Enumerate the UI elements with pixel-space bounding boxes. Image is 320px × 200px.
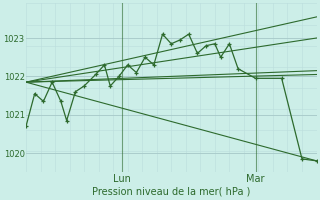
X-axis label: Pression niveau de la mer( hPa ): Pression niveau de la mer( hPa )	[92, 187, 251, 197]
